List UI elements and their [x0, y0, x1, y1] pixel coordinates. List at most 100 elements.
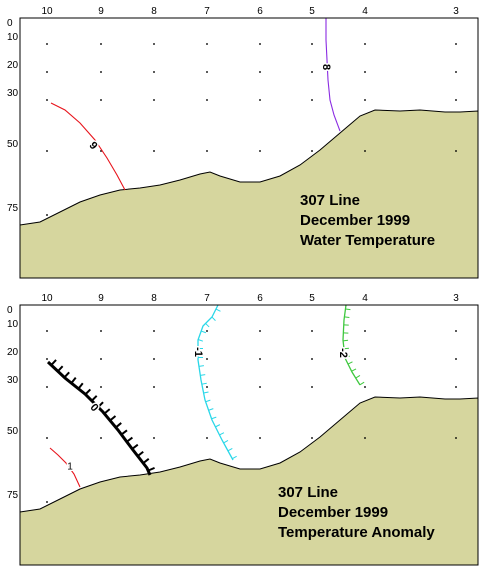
contour-hatch — [84, 388, 92, 396]
contour-hatch — [201, 330, 207, 334]
contour-hatch — [63, 371, 70, 379]
contour-hatch — [351, 368, 357, 372]
sample-point — [46, 386, 48, 388]
station-label: 5 — [309, 293, 315, 304]
contour-8: 8 — [319, 18, 341, 132]
contour-hatch — [215, 424, 221, 428]
sample-point — [100, 71, 102, 73]
contour-line — [49, 447, 81, 488]
station-label: 6 — [257, 6, 263, 17]
sample-point — [455, 437, 457, 439]
contour-hatch — [198, 339, 204, 342]
sample-point — [364, 71, 366, 73]
sample-point — [455, 358, 457, 360]
sample-point — [259, 71, 261, 73]
station-label: 4 — [362, 6, 368, 17]
station-label: 9 — [98, 6, 104, 17]
seafloor — [19, 396, 479, 566]
contour-line — [46, 360, 152, 476]
contour-hatch — [344, 316, 350, 319]
contour-hatch — [223, 440, 229, 444]
contour-hatch — [211, 416, 217, 420]
sample-point — [100, 358, 102, 360]
contour-hatch — [147, 466, 155, 472]
seafloor — [19, 109, 479, 279]
contour-hatch — [70, 377, 77, 384]
sample-point — [46, 71, 48, 73]
sample-point — [311, 358, 313, 360]
sample-point — [311, 437, 313, 439]
sample-point — [206, 358, 208, 360]
contour-hatch — [215, 308, 221, 312]
contour-label: 8 — [320, 64, 332, 70]
contour-hatch — [345, 308, 351, 311]
contour-line — [197, 304, 234, 461]
sample-point — [364, 150, 366, 152]
sample-point — [46, 437, 48, 439]
contour-hatch — [205, 323, 210, 328]
sample-point — [100, 386, 102, 388]
sample-point — [364, 386, 366, 388]
sample-point — [100, 437, 102, 439]
contour-hatch — [103, 408, 111, 415]
sample-point — [455, 150, 457, 152]
sample-point — [46, 150, 48, 152]
station-label: 3 — [453, 6, 459, 17]
contour-hatch — [137, 450, 144, 457]
sample-point — [46, 214, 48, 216]
contour-hatch — [198, 365, 204, 367]
sample-point — [364, 330, 366, 332]
contour-hatch — [355, 374, 361, 379]
station-label: 9 — [98, 293, 104, 304]
sample-point — [153, 43, 155, 45]
contour-hatch — [227, 447, 233, 452]
sample-point — [206, 99, 208, 101]
sample-point — [206, 437, 208, 439]
contour-1: 1 — [49, 447, 81, 488]
station-label: 3 — [453, 293, 459, 304]
contour-line — [342, 304, 361, 386]
sample-point — [259, 437, 261, 439]
sample-point — [153, 437, 155, 439]
sample-point — [46, 99, 48, 101]
contour-hatch — [343, 347, 350, 350]
depth-label: 0 — [7, 305, 13, 316]
sample-point — [153, 150, 155, 152]
sample-point — [455, 386, 457, 388]
contour--2: -2 — [336, 304, 365, 386]
contour-line — [325, 18, 341, 132]
contour-hatch — [232, 455, 237, 460]
sample-point — [455, 99, 457, 101]
contour-hatch — [77, 382, 84, 390]
sample-point — [311, 330, 313, 332]
station-label: 4 — [362, 293, 368, 304]
sample-point — [259, 99, 261, 101]
contour-hatch — [115, 422, 122, 429]
sample-point — [259, 386, 261, 388]
chart-title-line: Temperature Anomaly — [278, 524, 435, 541]
contour-label: -2 — [337, 348, 349, 358]
sample-point — [100, 99, 102, 101]
contour-hatch — [109, 415, 117, 422]
contour-hatch — [120, 429, 128, 436]
sample-point — [364, 43, 366, 45]
sample-point — [46, 501, 48, 503]
sample-point — [364, 437, 366, 439]
depth-label: 10 — [7, 319, 19, 330]
sample-point — [100, 43, 102, 45]
contour-hatch — [200, 374, 206, 376]
chart-title-line: December 1999 — [278, 504, 388, 521]
contour-hatch — [205, 399, 211, 403]
station-label: 7 — [204, 6, 210, 17]
sample-point — [259, 330, 261, 332]
sample-point — [364, 99, 366, 101]
contour-hatch — [219, 432, 225, 436]
depth-label: 30 — [7, 88, 19, 99]
sample-point — [206, 71, 208, 73]
contour-hatch — [142, 458, 150, 464]
contour--1: -1 — [191, 304, 237, 461]
station-label: 10 — [41, 293, 53, 304]
contour-hatch — [208, 408, 214, 411]
station-label: 8 — [151, 293, 157, 304]
